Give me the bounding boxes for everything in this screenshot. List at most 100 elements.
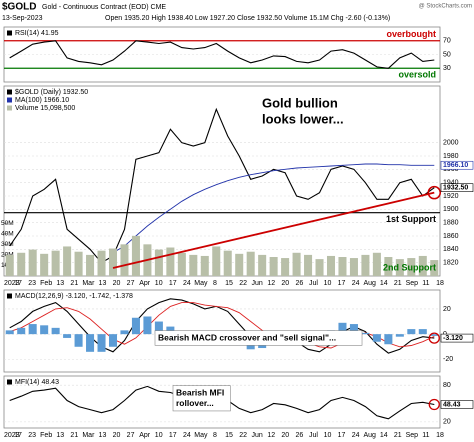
x-tick-label: 12 (267, 280, 275, 287)
series-line (112, 163, 435, 254)
bar (212, 246, 221, 276)
x-tick-label: Jul (309, 432, 318, 439)
bar (86, 254, 95, 276)
bar (63, 246, 72, 276)
x-tick-label: Sep (406, 280, 419, 287)
x-tick-label: 26 (295, 280, 303, 287)
bar (338, 257, 347, 276)
trendline (112, 191, 435, 269)
y-tick-label: 20 (443, 306, 451, 313)
bar (349, 324, 358, 335)
x-tick-label: 10 (155, 432, 163, 439)
bar (5, 330, 14, 335)
bar (154, 249, 163, 276)
bar (304, 254, 313, 276)
x-tick-label: 22 (239, 280, 247, 287)
bar (108, 334, 118, 347)
level-label: 1st Support (386, 214, 436, 224)
bar (131, 235, 140, 276)
panel-frame (3, 85, 441, 277)
y-tick-label: 1920 (443, 193, 459, 200)
x-tick-label: 17 (338, 280, 346, 287)
level-label: overbought (387, 29, 437, 39)
y2-tick-label: 50M (1, 220, 14, 227)
bar (40, 325, 49, 335)
x-tick-label: 11 (422, 432, 429, 439)
bar (74, 251, 83, 276)
x-tick-label: 17 (169, 432, 177, 439)
bar (430, 260, 439, 276)
series-line (9, 40, 435, 69)
x-tick-label: 20 (113, 432, 121, 439)
bar (131, 317, 140, 335)
credit: @ StockCharts.com (419, 4, 472, 10)
bar (223, 250, 232, 276)
bar (418, 329, 427, 335)
x-tick-label: 21 (394, 432, 402, 439)
bar (407, 258, 416, 276)
y2-tick-label: 40M (1, 230, 14, 237)
symbol: $GOLD (2, 2, 36, 13)
legend-swatch (7, 97, 12, 103)
bar (418, 255, 427, 276)
bar (372, 334, 381, 342)
y-tick-label: 80 (443, 382, 451, 389)
bar (17, 252, 26, 276)
bar (63, 334, 72, 338)
x-tick-label: 13 (56, 432, 64, 439)
x-tick-label: 23 (28, 280, 36, 287)
legend-label: MA(100) 1966.10 (15, 97, 69, 104)
value-tag (440, 160, 474, 170)
x-tick-label: 20 (113, 280, 121, 287)
bar (28, 249, 37, 276)
x-tick-label: 8 (213, 280, 217, 287)
x-tick-label: 18 (436, 280, 444, 287)
x-tick-label: 21 (70, 432, 78, 439)
x-tick-label: 27 (127, 432, 135, 439)
x-tick-label: 14 (380, 432, 388, 439)
quote: Open 1935.20 High 1938.40 Low 1927.20 Cl… (105, 15, 390, 22)
y-tick-label: 20 (443, 419, 451, 426)
y-tick-label: -20 (443, 356, 453, 363)
y-tick-label: 1860 (443, 233, 459, 240)
x-tick-label: Jun (252, 432, 263, 439)
bar (430, 334, 439, 336)
bar (407, 329, 416, 335)
y-tick-label: 1980 (443, 153, 459, 160)
x-tick-label: Mar (82, 432, 95, 439)
bar (51, 327, 60, 335)
bar (372, 252, 381, 276)
x-tick-label: 18 (436, 432, 444, 439)
y-tick-label: 1900 (443, 206, 459, 213)
x-tick-label: Feb (40, 280, 52, 287)
bar (120, 330, 129, 335)
bar (5, 254, 14, 276)
x-tick-label: 2023 (4, 432, 20, 439)
annotation: Bearish MACD crossover and "sell signal"… (158, 332, 336, 342)
bar (143, 316, 152, 335)
bar (326, 255, 336, 276)
x-tick-label: 12 (267, 432, 275, 439)
x-tick-label: Apr (139, 432, 151, 439)
x-tick-label: 8 (213, 432, 217, 439)
y-tick-label: 1840 (443, 246, 459, 253)
highlight-circle (427, 185, 442, 200)
x-tick-label: 24 (183, 432, 191, 439)
legend-label: $GOLD (Daily) 1932.50 (15, 89, 88, 96)
value-tag (440, 183, 474, 192)
x-tick-label: Feb (40, 432, 52, 439)
annotation: looks lower... (262, 112, 344, 127)
value-tag-label: 1966.10 (443, 162, 468, 169)
x-tick-label: Jun (252, 280, 263, 287)
x-tick-label: 13 (99, 432, 107, 439)
annotation-box (172, 385, 231, 412)
bar (97, 334, 106, 352)
legend-label: Volume 15,098,500 (15, 105, 75, 112)
y-tick-label: 2000 (443, 140, 459, 147)
x-tick-label: 13 (56, 280, 64, 287)
y-tick-label: 1820 (443, 260, 459, 267)
bar (166, 247, 175, 276)
y-tick-label: 1960 (443, 166, 459, 173)
bar (384, 257, 393, 276)
series-line (9, 298, 435, 354)
